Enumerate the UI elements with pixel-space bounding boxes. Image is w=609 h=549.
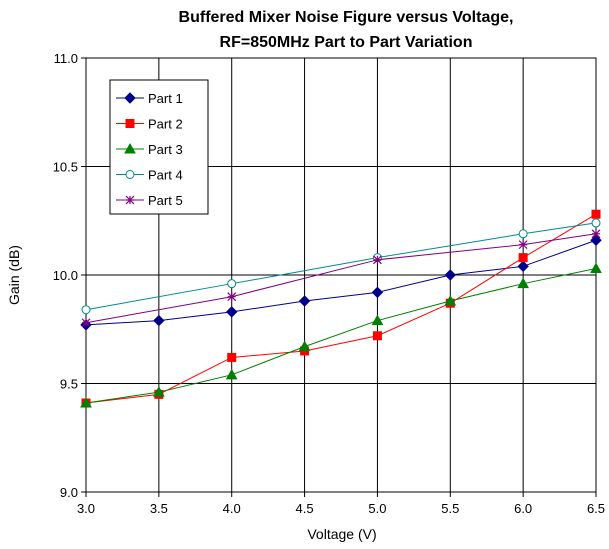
- legend-label: Part 5: [148, 193, 183, 208]
- y-tick-label: 9.5: [60, 377, 78, 392]
- star-stroke: [227, 292, 237, 302]
- data-point-triangle: [517, 277, 529, 289]
- legend-entry: Part 5: [116, 193, 183, 208]
- data-point-triangle: [444, 295, 457, 306]
- chart-title-line-2: RF=850MHz Part to Part Variation: [220, 34, 473, 51]
- data-point-diamond: [371, 286, 384, 299]
- data-point-triangle: [590, 262, 602, 273]
- y-tick-label: 10.5: [53, 160, 78, 175]
- x-axis-ticks: 3.0 3.5 4.0 4.5 5.0 5.5 6.0 6.5: [77, 492, 605, 516]
- data-point-diamond: [590, 234, 602, 246]
- data-point-square: [518, 253, 528, 263]
- data-point-diamond: [444, 269, 456, 281]
- data-point-triangle: [371, 314, 384, 326]
- x-tick-label: 5.0: [368, 501, 386, 516]
- data-point-diamond: [124, 92, 136, 104]
- data-point-circle: [227, 279, 237, 289]
- data-point-square: [125, 119, 135, 128]
- x-tick-label: 3.0: [77, 501, 95, 516]
- data-point-star: [591, 229, 601, 239]
- data-point-star: [373, 255, 382, 265]
- y-tick-label: 11.0: [54, 51, 78, 66]
- data-point-star: [81, 318, 91, 328]
- legend-entry: Part 4: [116, 168, 183, 183]
- data-point-diamond: [226, 306, 238, 318]
- x-tick-label: 4.0: [223, 501, 241, 516]
- legend-label: Part 2: [148, 117, 183, 132]
- x-tick-label: 3.5: [150, 501, 168, 516]
- data-point-star: [125, 195, 135, 205]
- data-point-circle: [81, 305, 91, 315]
- x-tick-label: 4.5: [296, 501, 314, 516]
- y-tick-label: 9.0: [60, 485, 78, 500]
- data-point-diamond: [153, 314, 165, 327]
- series-layer: [80, 209, 602, 408]
- series-line: [85, 213, 597, 404]
- legend-label: Part 3: [148, 142, 183, 157]
- legend: Part 1 Part 2 Part 3 Part 4 Part 5: [109, 79, 209, 215]
- data-point-star: [518, 240, 528, 250]
- data-point-square: [372, 331, 382, 341]
- data-point-triangle: [153, 386, 165, 397]
- x-axis-label: Voltage (V): [307, 526, 376, 542]
- legend-box: [109, 79, 209, 215]
- data-point-diamond: [517, 260, 529, 273]
- data-point-circle: [518, 229, 528, 239]
- x-tick-label: 6.5: [587, 501, 605, 516]
- data-point-diamond: [298, 295, 311, 307]
- star-stroke: [81, 318, 91, 328]
- series-5: [81, 229, 601, 328]
- y-tick-label: 10.0: [53, 268, 78, 283]
- data-point-triangle: [124, 142, 136, 154]
- y-axis-ticks: 9.0 9.5 10.0 10.5 11.0: [53, 51, 86, 500]
- data-point-triangle: [298, 340, 311, 352]
- series-3: [80, 262, 602, 408]
- x-tick-label: 5.5: [441, 501, 459, 516]
- data-point-triangle: [225, 368, 238, 380]
- data-point-square: [227, 352, 237, 362]
- legend-entry: Part 1: [116, 91, 183, 106]
- star-stroke: [591, 229, 601, 239]
- data-point-circle: [125, 170, 135, 179]
- star-stroke: [518, 240, 528, 250]
- legend-label: Part 4: [148, 168, 183, 183]
- series-1: [80, 234, 602, 331]
- series-line: [85, 239, 597, 326]
- legend-entry: Part 2: [116, 117, 183, 132]
- chart-title-line-1: Buffered Mixer Noise Figure versus Volta…: [179, 9, 514, 26]
- y-axis-label: Gain (dB): [6, 245, 22, 305]
- legend-label: Part 1: [148, 91, 183, 106]
- series-line: [85, 268, 597, 404]
- data-point-star: [227, 292, 237, 302]
- star-stroke: [373, 255, 382, 265]
- data-point-square: [591, 209, 601, 219]
- x-tick-label: 6.0: [514, 501, 532, 516]
- legend-entry: Part 3: [116, 142, 183, 157]
- data-point-triangle: [80, 397, 92, 408]
- data-point-circle: [591, 218, 601, 228]
- star-stroke: [125, 195, 135, 205]
